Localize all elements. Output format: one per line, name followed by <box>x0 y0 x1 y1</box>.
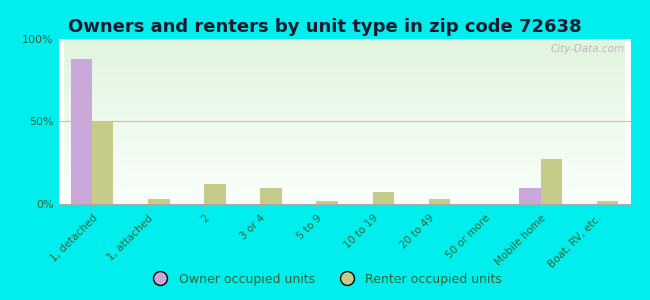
Bar <box>597 201 618 204</box>
Bar <box>71 59 92 204</box>
Bar <box>204 184 226 204</box>
Bar <box>428 199 450 204</box>
Text: City-Data.com: City-Data.com <box>551 44 625 54</box>
Bar <box>317 201 338 204</box>
Bar <box>541 159 562 204</box>
Bar <box>372 193 394 204</box>
Bar <box>92 122 114 204</box>
Bar <box>261 188 281 204</box>
Bar <box>148 199 170 204</box>
Bar <box>519 188 541 204</box>
Legend: Owner occupied units, Renter occupied units: Owner occupied units, Renter occupied un… <box>143 268 507 291</box>
Text: Owners and renters by unit type in zip code 72638: Owners and renters by unit type in zip c… <box>68 18 582 36</box>
